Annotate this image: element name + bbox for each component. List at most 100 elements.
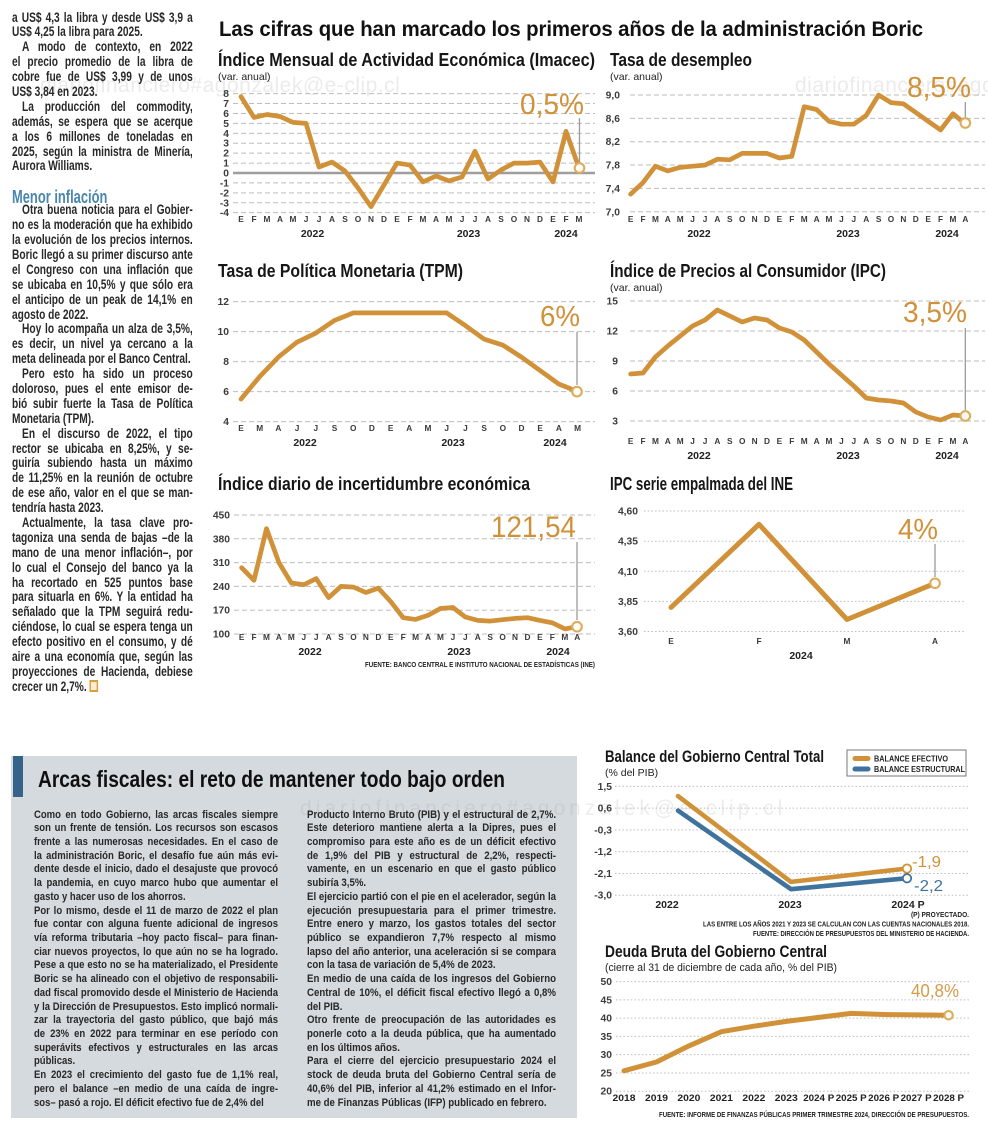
svg-text:8,5%: 8,5% — [907, 72, 971, 104]
svg-text:40: 40 — [601, 1014, 613, 1025]
svg-text:Deuda Bruta del Gobierno Centr: Deuda Bruta del Gobierno Central — [605, 942, 827, 961]
svg-text:8: 8 — [223, 357, 229, 368]
svg-text:M: M — [826, 436, 833, 446]
svg-text:380: 380 — [213, 534, 230, 545]
svg-text:J: J — [301, 632, 306, 642]
svg-text:F: F — [938, 436, 943, 446]
svg-text:2023: 2023 — [836, 450, 860, 462]
svg-text:N: N — [524, 214, 530, 224]
svg-text:30: 30 — [601, 1050, 613, 1061]
svg-text:M: M — [412, 632, 419, 642]
svg-text:A: A — [962, 436, 968, 446]
svg-text:-2,1: -2,1 — [594, 869, 612, 880]
svg-text:Tasa de Política Monetaria (TP: Tasa de Política Monetaria (TPM) — [218, 261, 463, 281]
svg-text:N: N — [368, 214, 374, 224]
svg-text:(var. anual): (var. anual) — [610, 282, 663, 294]
svg-text:6: 6 — [612, 387, 618, 398]
svg-text:FUENTE: DIRECCIÓN DE PRESUPUES: FUENTE: DIRECCIÓN DE PRESUPUESTOS DEL MI… — [753, 929, 969, 938]
svg-text:E: E — [550, 214, 556, 224]
svg-text:J: J — [314, 632, 319, 642]
svg-text:D: D — [519, 423, 525, 433]
svg-text:6: 6 — [223, 109, 229, 120]
svg-text:12: 12 — [218, 297, 230, 308]
svg-text:2028 P: 2028 P — [933, 1093, 965, 1104]
svg-text:M: M — [437, 632, 444, 642]
svg-text:7,4: 7,4 — [606, 184, 621, 195]
svg-text:S: S — [481, 423, 487, 433]
svg-text:D: D — [537, 214, 543, 224]
svg-text:7,8: 7,8 — [606, 161, 621, 172]
svg-text:3: 3 — [612, 417, 618, 428]
svg-text:E: E — [777, 214, 783, 224]
svg-text:2020: 2020 — [677, 1093, 700, 1104]
svg-text:J: J — [473, 214, 478, 224]
svg-text:-3: -3 — [220, 198, 229, 209]
svg-text:2022: 2022 — [655, 899, 679, 911]
svg-text:A: A — [556, 423, 562, 433]
svg-text:BALANCE EFECTIVO: BALANCE EFECTIVO — [874, 755, 949, 764]
svg-text:A: A — [863, 214, 869, 224]
svg-text:J: J — [851, 214, 856, 224]
svg-text:M: M — [263, 632, 270, 642]
svg-text:2024: 2024 — [789, 650, 813, 662]
svg-text:2024 P: 2024 P — [891, 899, 924, 911]
svg-text:M: M — [576, 214, 583, 224]
svg-text:310: 310 — [213, 558, 230, 569]
svg-text:E: E — [239, 632, 245, 642]
svg-text:M: M — [801, 214, 808, 224]
svg-text:3,60: 3,60 — [618, 627, 638, 638]
svg-text:2024: 2024 — [543, 437, 567, 449]
svg-text:(var. anual): (var. anual) — [218, 71, 271, 83]
svg-text:J: J — [460, 214, 465, 224]
svg-text:4,10: 4,10 — [618, 567, 638, 578]
svg-text:2024: 2024 — [935, 228, 959, 240]
svg-text:5: 5 — [223, 119, 229, 130]
svg-text:S: S — [342, 214, 348, 224]
svg-text:A: A — [276, 632, 282, 642]
svg-text:M: M — [652, 436, 659, 446]
svg-text:2: 2 — [223, 149, 229, 160]
svg-text:F: F — [938, 214, 943, 224]
svg-text:E: E — [925, 436, 931, 446]
svg-text:1: 1 — [223, 159, 229, 170]
svg-text:A: A — [277, 214, 283, 224]
svg-text:240: 240 — [213, 582, 230, 593]
svg-text:J: J — [317, 214, 322, 224]
svg-text:A: A — [275, 423, 281, 433]
svg-text:A: A — [406, 423, 412, 433]
svg-text:A: A — [814, 214, 820, 224]
svg-text:2022: 2022 — [742, 1093, 765, 1104]
svg-text:2023: 2023 — [457, 228, 481, 240]
svg-text:2025 P: 2025 P — [836, 1093, 868, 1104]
svg-text:F: F — [756, 636, 761, 646]
svg-text:2022: 2022 — [687, 228, 711, 240]
svg-text:D: D — [524, 632, 530, 642]
svg-text:-2,2: -2,2 — [914, 878, 943, 895]
svg-text:4,60: 4,60 — [618, 507, 638, 518]
svg-text:F: F — [550, 632, 555, 642]
svg-text:O: O — [500, 423, 507, 433]
svg-text:2024: 2024 — [935, 450, 959, 462]
svg-text:F: F — [563, 214, 568, 224]
svg-text:15: 15 — [607, 297, 619, 308]
svg-text:-2: -2 — [220, 188, 229, 199]
svg-text:10: 10 — [218, 327, 230, 338]
svg-text:S: S — [876, 436, 882, 446]
svg-text:2024 P: 2024 P — [803, 1093, 835, 1104]
svg-text:S: S — [338, 632, 344, 642]
svg-text:A: A — [326, 632, 332, 642]
svg-text:J: J — [444, 423, 449, 433]
svg-text:J: J — [839, 436, 844, 446]
svg-text:M: M — [420, 214, 427, 224]
svg-text:50: 50 — [601, 977, 613, 988]
svg-text:(% del PIB): (% del PIB) — [605, 767, 658, 779]
svg-text:9,0: 9,0 — [606, 91, 621, 102]
svg-text:2023: 2023 — [441, 437, 465, 449]
svg-text:2024: 2024 — [554, 228, 578, 240]
svg-text:J: J — [295, 423, 300, 433]
svg-text:A: A — [475, 632, 481, 642]
svg-text:E: E — [925, 214, 931, 224]
svg-text:M: M — [290, 214, 297, 224]
svg-text:N: N — [900, 436, 906, 446]
svg-text:A: A — [714, 436, 720, 446]
